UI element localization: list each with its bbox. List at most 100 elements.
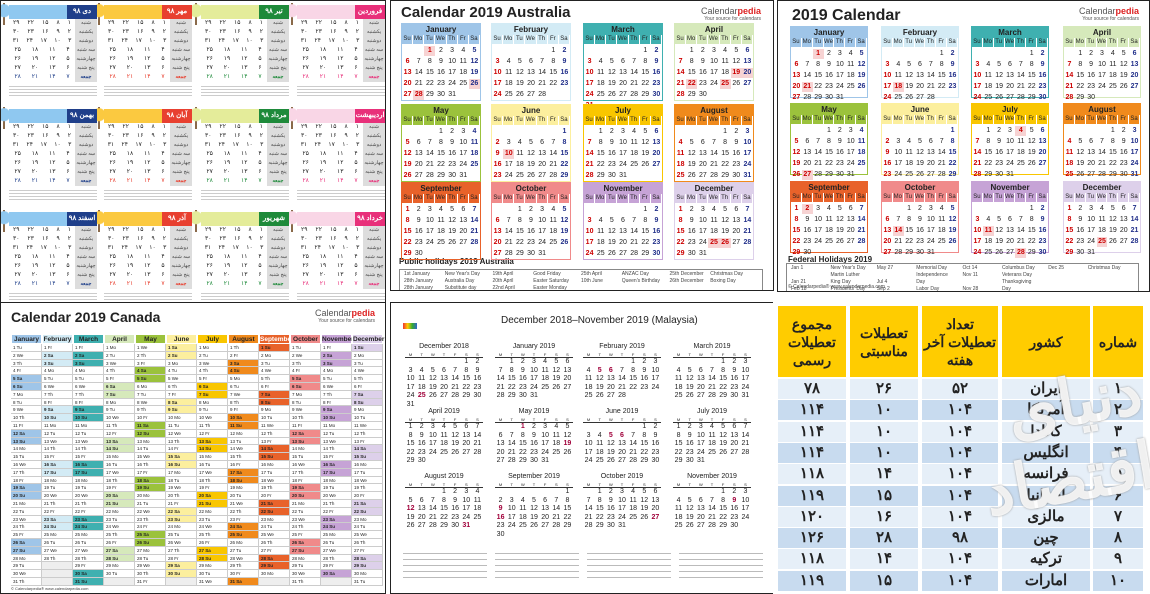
day-cell: 24 <box>585 91 594 98</box>
day-grid: 1 2 3 4 5 6 7 8 9 10 11 12 13 14 15 16 17 18 19 20 21 22 23 24 2… <box>584 203 662 259</box>
persian-day: ۲۶ <box>14 160 21 166</box>
day-cell: 14 <box>428 505 437 512</box>
empty-cell <box>791 126 802 136</box>
day-cell: 8 <box>827 138 831 145</box>
day-cell: 11 <box>894 72 902 79</box>
day-cell: 20 <box>541 513 550 521</box>
month-calendar: April Su Mo Tu We Th Fr Sa 1 2 3 4 5 6 7 8 9 10 11 12 13 14 15… <box>674 23 754 101</box>
weekday-label: T <box>598 352 601 357</box>
day-cell: 7 <box>816 138 821 145</box>
day-cell: 11 Fr <box>290 421 321 430</box>
persian-day: ۸ <box>248 20 252 26</box>
day-cell: 4 <box>939 205 944 212</box>
day-cell: 5 Sa <box>290 375 321 383</box>
persian-day: ۲۴ <box>26 245 33 251</box>
empty-cell <box>492 46 503 56</box>
day-cell: 26 <box>606 457 615 464</box>
persian-day-numbers: ۱ ۸ ۱۵ ۲۲ ۲۹ <box>297 226 363 235</box>
weekday-label: Mo <box>687 116 698 125</box>
day-cell: 12 <box>1119 61 1128 68</box>
day-cell: 4 Tu <box>166 367 197 376</box>
day-cell: 13 <box>803 149 812 156</box>
day-cell: 14 <box>803 72 812 79</box>
persian-day-numbers: ۶ ۱۳ ۲۰ ۲۷ <box>104 64 170 73</box>
persian-weekday: شنبه <box>75 123 97 132</box>
day-cell: 20 <box>651 505 660 512</box>
day-cell: 26 <box>527 172 535 179</box>
empty-cell <box>629 205 640 215</box>
day-cell: 12 <box>530 505 538 512</box>
empty-cell <box>605 423 616 432</box>
persian-day: ۳۰ <box>301 29 308 35</box>
day-cell: 24 Su <box>321 523 352 532</box>
persian-day-numbers: ۳ ۱۰ ۱۷ ۲۴ ۳۱ <box>104 141 170 150</box>
day-cell: 29 <box>984 171 993 178</box>
persian-day-numbers: ۶ ۱۳ ۲۰ ۲۷ <box>297 64 363 73</box>
day-cell: 29 Su <box>259 562 290 571</box>
weekday-label: S <box>464 417 468 422</box>
day-cell: 18 We <box>259 476 290 485</box>
holiday-name: Good Friday <box>533 271 561 277</box>
table-row: ۱ ایران ۵۲ ۲۶ ۷۸ <box>773 379 1150 399</box>
day-cell: 30 <box>835 171 844 178</box>
day-cell: 4 <box>461 47 466 54</box>
day-cell: 27 <box>417 522 426 529</box>
day-cell: 30 Su <box>166 570 197 578</box>
persian-month-name: تیر ۹۸ <box>259 5 289 19</box>
persian-month-notes <box>104 188 192 200</box>
day-cell: 8 Mo <box>104 398 135 407</box>
persian-day: ۲۶ <box>109 56 116 62</box>
persian-week-row: شنبه ۱ ۸ ۱۵ ۲۲ ۲۹ <box>201 226 289 235</box>
month-name: October 2019 <box>600 473 644 480</box>
persian-week-row: شنبه ۱ ۸ ۱۵ ۲۲ ۲۹ <box>9 123 97 132</box>
day-cell: 22 <box>1027 238 1036 245</box>
day-cell: 19 <box>995 238 1004 245</box>
persian-day-numbers: ۵ ۱۲ ۱۹ ۲۶ <box>104 55 170 64</box>
day-cell: 24 Tu <box>259 523 290 532</box>
persian-day: ۲ <box>67 29 71 35</box>
day-cell: 22 Th <box>228 507 259 516</box>
day-cell: 8 Su <box>352 398 383 407</box>
persian-day: ۳ <box>260 142 264 148</box>
day-cell: 28 <box>473 448 482 456</box>
day-cell: 23 Sa <box>321 515 352 524</box>
weekday-label: Mo <box>1075 38 1086 47</box>
day-cell: 9 <box>805 216 810 223</box>
persian-week-row: یکشنبه ۲ ۹ ۱۶ ۲۳ ۳۰ <box>9 28 97 37</box>
day-cell: 28 <box>428 522 437 529</box>
persian-week-row: پنج شنبه ۶ ۱۳ ۲۰ ۲۷ <box>297 64 385 73</box>
day-cell: 26 <box>995 249 1004 256</box>
persian-week-row: سه شنبه ۴ ۱۱ ۱۸ ۲۵ <box>201 253 289 262</box>
day-cell: 25 <box>549 239 558 246</box>
persian-day: ۱۹ <box>126 160 134 166</box>
day-cell: 3 <box>461 128 466 135</box>
month-name: November <box>321 334 354 344</box>
persian-day: ۲۵ <box>14 47 21 53</box>
day-cell: 24 <box>741 383 750 391</box>
weekday-header: Su Mo Tu We Th Fr Sa <box>584 194 662 203</box>
weekday-label: We <box>526 35 537 44</box>
persian-day-numbers: ۶ ۱۳ ۲۰ ۲۷ <box>201 271 267 280</box>
weekday-label: Fr <box>845 193 857 202</box>
holiday-name: Martin Luther King Day <box>830 272 860 285</box>
persian-day: ۱۱ <box>241 254 248 260</box>
day-cell: 16 <box>995 149 1004 156</box>
holiday-entry: 1st January New Year's Day <box>404 271 493 278</box>
month-calendar: December 2018 M T W T F S S 1 2 3 4 5 6 7 8 9 10 11 12 13 14 1… <box>405 343 483 409</box>
day-cell: 3 Th <box>290 359 321 368</box>
day-cell: 9 <box>837 138 842 145</box>
persian-day: ۹ <box>248 133 252 139</box>
day-cell: 27 <box>1038 160 1047 167</box>
month-name: December <box>675 183 753 194</box>
day-cell: 22 <box>549 80 558 87</box>
empty-cell <box>972 204 983 214</box>
day-cell <box>42 570 73 578</box>
day-cell: 14 <box>743 217 752 224</box>
weekday-label: We <box>915 115 926 124</box>
day-cell: 13 <box>1130 61 1139 68</box>
day-cell: 5 <box>472 47 477 54</box>
persian-day-numbers: ۲ ۹ ۱۶ ۲۳ ۳۰ <box>297 28 363 37</box>
day-cell: 1 <box>517 206 522 213</box>
day-cell: 12 <box>1076 149 1085 156</box>
day-cell: 18 Sa <box>135 476 166 485</box>
